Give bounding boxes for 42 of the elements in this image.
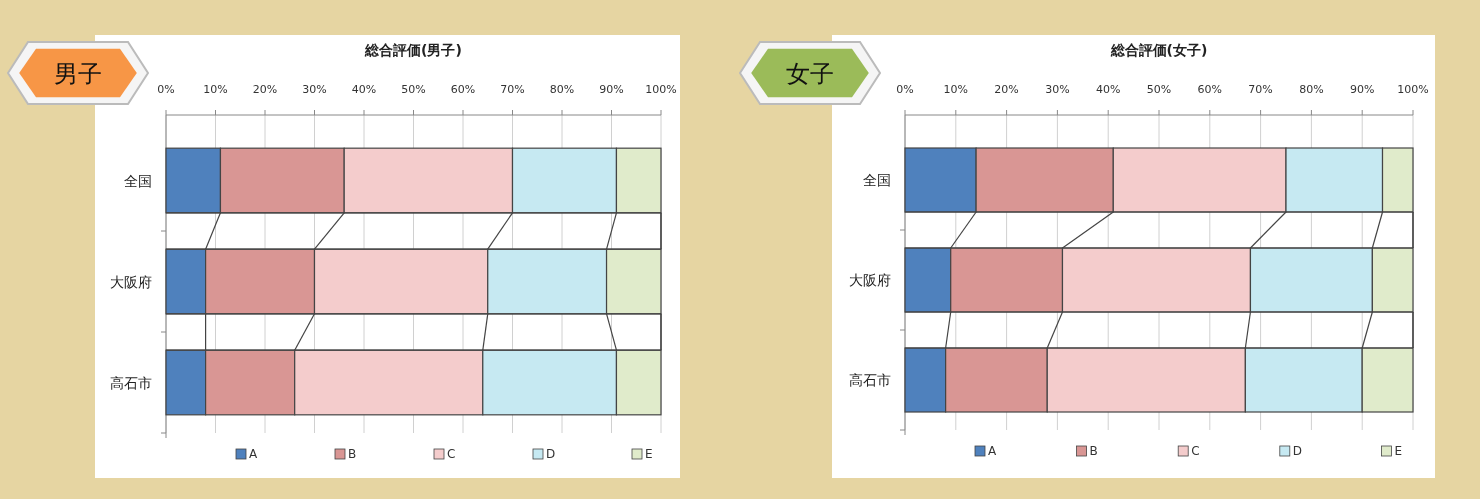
legend-label: E	[1394, 444, 1402, 458]
x-tick-label: 50%	[1146, 83, 1172, 96]
x-tick-label: 70%	[1248, 83, 1273, 96]
legend-label: A	[988, 444, 997, 458]
x-tick-label: 90%	[599, 83, 624, 96]
x-tick-label: 40%	[351, 83, 377, 96]
x-tick-label: 80%	[1299, 83, 1324, 96]
chart-title: 総合評価(女子)	[1109, 42, 1208, 58]
x-tick-label: 70%	[500, 83, 525, 96]
chart-subtitle: 男子	[54, 60, 102, 88]
x-tick-label: 60%	[1197, 83, 1223, 96]
legend-label: B	[348, 447, 357, 461]
x-tick-label: 100%	[1397, 83, 1429, 96]
y-tick-label: 高石市	[110, 374, 152, 391]
legend-label: D	[1292, 444, 1303, 458]
x-tick-label: 20%	[252, 83, 278, 96]
x-tick-label: 30%	[302, 83, 327, 96]
x-tick-label: 90%	[1349, 83, 1375, 96]
x-tick-label: 20%	[994, 83, 1019, 96]
legend-label: D	[546, 447, 556, 461]
x-tick-label: 10%	[943, 83, 969, 96]
y-tick-label: 全国	[124, 172, 152, 189]
x-tick-label: 0%	[157, 83, 175, 96]
legend-label: E	[645, 447, 653, 461]
legend-label: A	[249, 447, 258, 461]
y-tick-label: 高石市	[849, 372, 891, 388]
x-tick-label: 30%	[1045, 83, 1070, 96]
x-tick-label: 100%	[645, 83, 677, 96]
y-tick-label: 大阪府	[849, 272, 891, 288]
x-tick-label: 10%	[203, 83, 228, 96]
y-tick-label: 大阪府	[110, 273, 152, 290]
y-tick-label: 全国	[863, 172, 891, 188]
x-tick-label: 50%	[401, 83, 426, 96]
x-tick-label: 40%	[1095, 83, 1121, 96]
legend-label: C	[1191, 444, 1200, 458]
x-tick-label: 0%	[896, 83, 914, 96]
x-tick-label: 80%	[549, 83, 575, 96]
chart-subtitle: 女子	[786, 60, 834, 88]
chart-title: 総合評価(男子)	[364, 42, 462, 58]
legend-label: C	[447, 447, 456, 461]
legend-label: B	[1089, 444, 1098, 458]
x-tick-label: 60%	[450, 83, 476, 96]
